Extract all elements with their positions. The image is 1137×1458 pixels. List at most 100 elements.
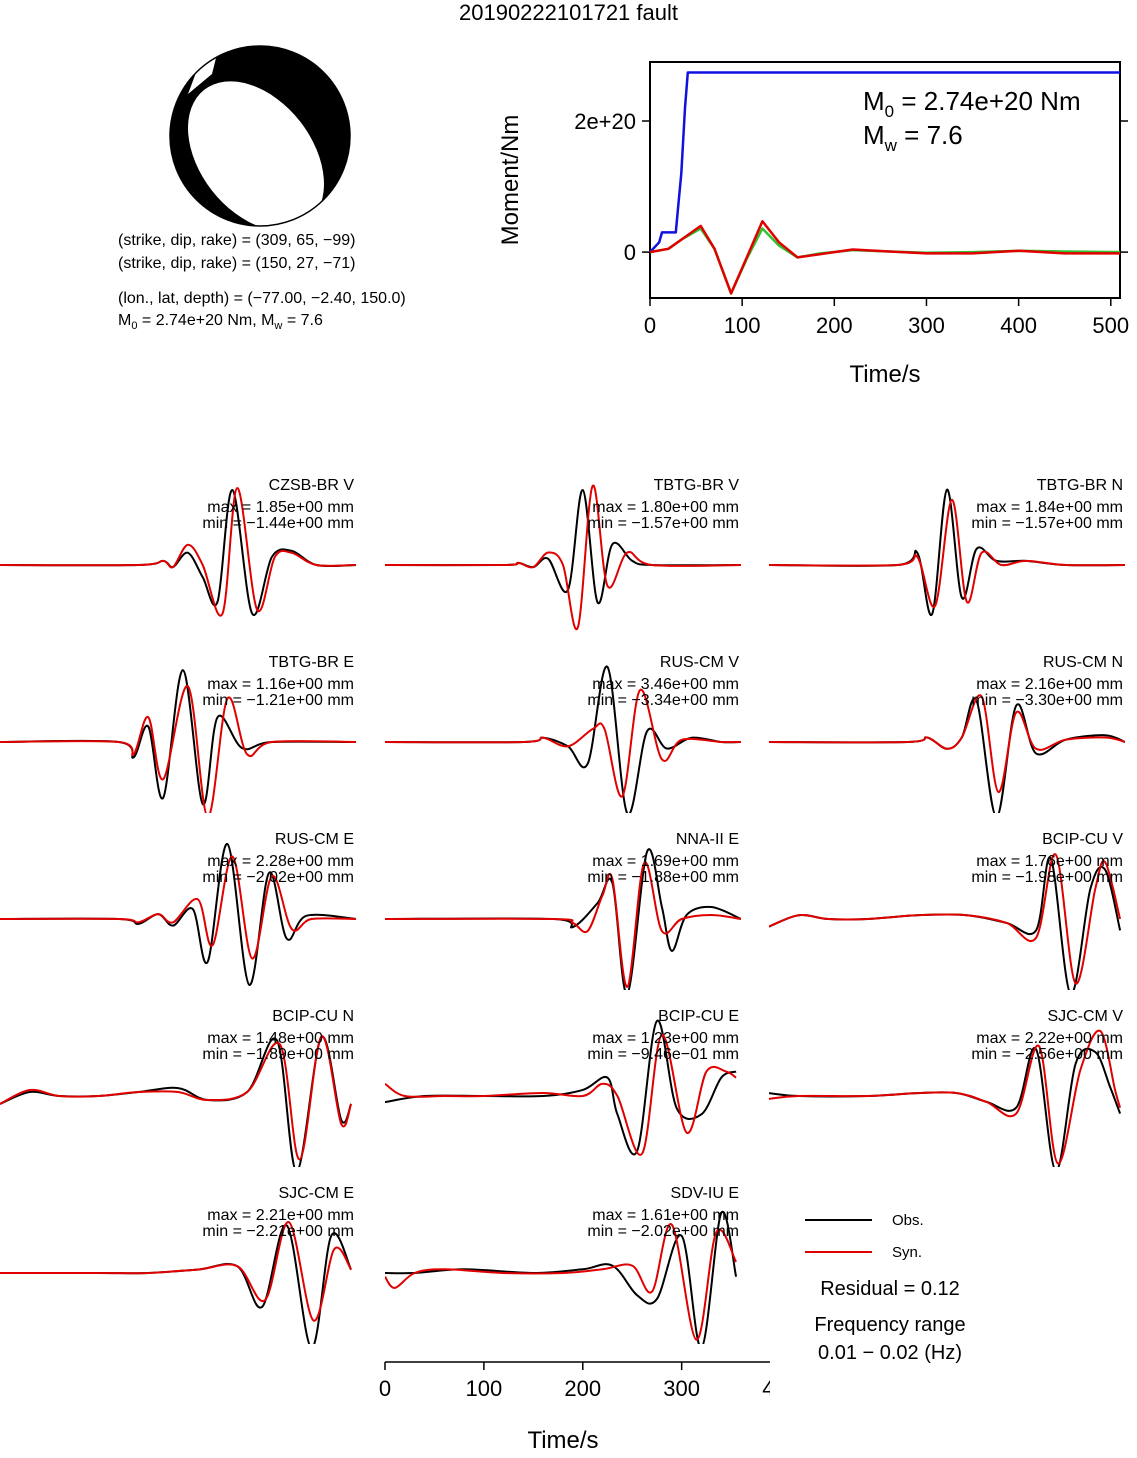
trace-synthetic-line xyxy=(769,694,1125,794)
trace-station-text: SDV-IU E xyxy=(670,1185,739,1202)
trace-max-text: max = 1.69e+00 mm xyxy=(592,853,739,870)
trace-label: BCIP-CU E max = 1.23e+00 mm min = −9.46e−0… xyxy=(587,1009,739,1063)
frequency-range-title: Frequency range xyxy=(814,1314,966,1336)
trace-station-text: NNA-II E xyxy=(675,831,739,848)
trace-plot xyxy=(0,669,356,813)
trace-plot xyxy=(385,848,741,990)
trace-station-text: RUS-CM E xyxy=(274,831,354,848)
stf-xtick-label-3: 300 xyxy=(908,313,945,338)
trace-label: SJC-CM E max = 2.21e+00 mm min = −2.21e+00… xyxy=(202,1186,354,1240)
trace-plot xyxy=(0,1035,353,1167)
trace-observed-line xyxy=(0,1224,353,1344)
legend-swatches xyxy=(805,1219,872,1253)
trace-max-text: max = 2.22e+00 mm xyxy=(976,1030,1123,1047)
trace-panel: TBTG-BR E max = 1.16e+00 mm min = −1.21e+0… xyxy=(0,637,356,813)
stf-frame xyxy=(649,61,1121,299)
trace-label: NNA-II E max = 1.69e+00 mm min = −1.88e+00… xyxy=(587,832,739,886)
trace-panel: RUS-CM V max = 3.46e+00 mm min = −3.34e+00… xyxy=(385,637,741,813)
trace-min-text: min = −1.88e+00 mm xyxy=(587,869,739,886)
trace-min-text: min = −1.98e+00 mm xyxy=(971,869,1123,886)
moment-summary: M0 = 2.74e+20 Nm, Mw = 7.6 xyxy=(118,312,323,332)
trace-max-text: max = 1.85e+00 mm xyxy=(207,499,354,516)
trace-min-text: min = −1.89e+00 mm xyxy=(202,1046,354,1063)
trace-max-text: max = 2.21e+00 mm xyxy=(207,1207,354,1224)
wave-xtick-label-1: 100 xyxy=(466,1376,503,1401)
trace-panel: RUS-CM N max = 2.16e+00 mm min = −3.30e+00… xyxy=(769,637,1125,813)
trace-plot xyxy=(769,853,1122,990)
trace-observed-line xyxy=(0,842,356,986)
legend-syn-label: Syn. xyxy=(892,1244,923,1261)
trace-station-text: BCIP-CU E xyxy=(658,1008,739,1025)
trace-max-text: max = 1.16e+00 mm xyxy=(207,676,354,693)
moment-summary-end: = 7.6 xyxy=(282,312,323,329)
beachball-icon xyxy=(169,45,351,227)
nodal-plane-1: (strike, dip, rake) = (309, 65, −99) xyxy=(118,232,356,249)
trace-station-text: BCIP-CU V xyxy=(1042,831,1123,848)
stf-series-2 xyxy=(649,220,1120,295)
trace-label: TBTG-BR V max = 1.80e+00 mm min = −1.57e+0… xyxy=(587,478,739,532)
trace-plot xyxy=(385,484,741,631)
trace-plot xyxy=(0,1221,353,1344)
trace-label: SJC-CM V max = 2.22e+00 mm min = −2.56e+00… xyxy=(971,1009,1123,1063)
trace-synthetic-line xyxy=(769,1029,1122,1165)
trace-observed-line xyxy=(769,697,1125,813)
trace-min-text: min = −2.21e+00 mm xyxy=(202,1223,354,1240)
trace-observed-line xyxy=(385,848,741,990)
waveform-time-axis: 0100200300400500Time/s xyxy=(379,1361,770,1454)
stf-ytick-label-1: 2e+20 xyxy=(574,109,636,134)
trace-synthetic-line xyxy=(769,498,1125,608)
trace-panel: BCIP-CU V max = 1.76e+00 mm min = −1.98e+0… xyxy=(769,814,1125,990)
trace-max-text: max = 1.76e+00 mm xyxy=(976,853,1123,870)
stf-ytick-label-0: 0 xyxy=(624,240,636,265)
trace-plot xyxy=(0,842,356,986)
page-title: 20190222101721 fault xyxy=(459,0,678,25)
trace-synthetic-line xyxy=(385,861,741,988)
trace-plot xyxy=(769,1029,1122,1167)
trace-max-text: max = 1.48e+00 mm xyxy=(207,1030,354,1047)
trace-station-text: TBTG-BR E xyxy=(268,654,354,671)
trace-panel: SJC-CM V max = 2.22e+00 mm min = −2.56e+00… xyxy=(769,991,1125,1167)
trace-min-text: min = −1.21e+00 mm xyxy=(202,692,354,709)
nodal-plane-2: (strike, dip, rake) = (150, 27, −71) xyxy=(118,255,356,272)
stf-xtick-label-1: 100 xyxy=(724,313,761,338)
trace-plot xyxy=(769,694,1125,813)
trace-label: TBTG-BR E max = 1.16e+00 mm min = −1.21e+0… xyxy=(202,655,354,709)
trace-max-text: max = 1.61e+00 mm xyxy=(592,1207,739,1224)
trace-min-text: min = −1.44e+00 mm xyxy=(202,515,354,532)
trace-label: RUS-CM V max = 3.46e+00 mm min = −3.34e+00… xyxy=(587,655,739,709)
stf-series-0 xyxy=(649,71,1120,253)
trace-label: RUS-CM E max = 2.28e+00 mm min = −2.02e+00… xyxy=(202,832,354,886)
trace-max-text: max = 1.84e+00 mm xyxy=(976,499,1123,516)
trace-label: CZSB-BR V max = 1.85e+00 mm min = −1.44e+0… xyxy=(202,478,354,532)
trace-panel: BCIP-CU N max = 1.48e+00 mm min = −1.89e+0… xyxy=(0,991,356,1167)
trace-min-text: min = −1.57e+00 mm xyxy=(587,515,739,532)
stf-series-1 xyxy=(649,227,1121,295)
trace-plot xyxy=(385,665,741,813)
frequency-range-value: 0.01 − 0.02 (Hz) xyxy=(818,1342,962,1364)
trace-station-text: CZSB-BR V xyxy=(268,477,354,494)
trace-panel: SJC-CM E max = 2.21e+00 mm min = −2.21e+00… xyxy=(0,1168,356,1344)
trace-panel: BCIP-CU E max = 1.23e+00 mm min = −9.46e−0… xyxy=(385,991,741,1167)
trace-station-text: SJC-CM E xyxy=(278,1185,354,1202)
stf-xtick-label-4: 400 xyxy=(1000,313,1037,338)
wave-xlabel: Time/s xyxy=(527,1427,598,1454)
stf-xtick-label-5: 500 xyxy=(1092,313,1129,338)
moment-summary-sub0: 0 xyxy=(131,320,138,333)
trace-synthetic-line xyxy=(0,1035,353,1161)
stf-xlabel: Time/s xyxy=(849,361,920,388)
trace-min-text: min = −1.57e+00 mm xyxy=(971,515,1123,532)
trace-min-text: min = −3.34e+00 mm xyxy=(587,692,739,709)
hypocenter-location: (lon., lat, depth) = (−77.00, −2.40, 150… xyxy=(118,290,406,307)
trace-panel: RUS-CM E max = 2.28e+00 mm min = −2.02e+00… xyxy=(0,814,356,990)
trace-panel: TBTG-BR N max = 1.84e+00 mm min = −1.57e+0… xyxy=(769,460,1125,636)
trace-panel: SDV-IU E max = 1.61e+00 mm min = −2.02e+00… xyxy=(385,1168,741,1344)
moment-summary-subw: w xyxy=(274,320,283,333)
trace-station-text: BCIP-CU N xyxy=(272,1008,354,1025)
waveform-grid: CZSB-BR V max = 1.85e+00 mm min = −1.44e+0… xyxy=(0,460,1137,1380)
trace-synthetic-line xyxy=(769,853,1122,985)
trace-panel: NNA-II E max = 1.69e+00 mm min = −1.88e+00… xyxy=(385,814,741,990)
trace-plot xyxy=(385,1210,738,1344)
trace-max-text: max = 3.46e+00 mm xyxy=(592,676,739,693)
trace-observed-line xyxy=(769,1046,1122,1167)
trace-label: RUS-CM N max = 2.16e+00 mm min = −3.30e+00… xyxy=(971,655,1123,709)
